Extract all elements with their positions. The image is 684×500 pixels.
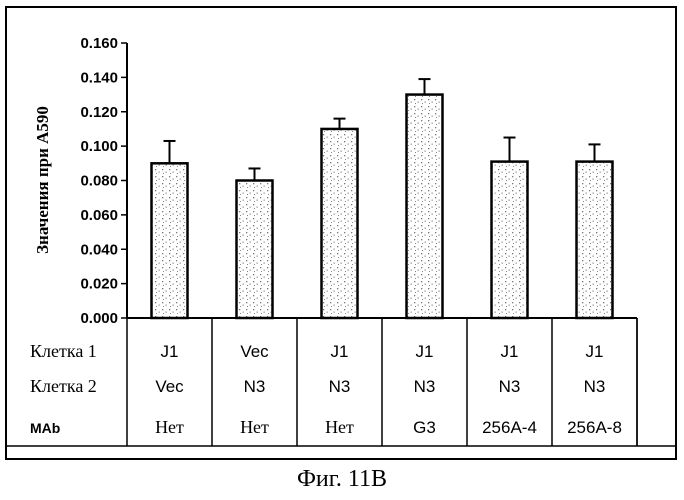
table-cell: Нет [325, 417, 354, 437]
table-cell: Vec [240, 342, 269, 361]
category-table: Клетка 1 J1 Vec J1 J1 J1 J1 Клетка 2 Vec N3 N3 N3 N3… [7, 317, 677, 447]
bar [150, 162, 189, 320]
table-cell: Нет [240, 417, 269, 437]
y-axis: 0.000 0.020 0.040 0.060 0.080 0.100 0.120 0.140… [80, 35, 128, 327]
y-axis-label: Значения при A590 [33, 106, 52, 254]
y-tick-label: 0.020 [80, 276, 118, 293]
y-tick-label: 0.040 [80, 241, 118, 258]
table-cell: J1 [331, 342, 349, 361]
bar [235, 179, 274, 320]
table-cell: J1 [501, 342, 519, 361]
bar [405, 93, 444, 320]
y-tick-label: 0.000 [80, 310, 118, 327]
table-cell: Vec [155, 377, 184, 396]
table-cell: 256A-8 [567, 418, 622, 437]
y-tick-label: 0.100 [80, 138, 118, 155]
table-cell: N3 [499, 377, 521, 396]
table-cell: J1 [416, 342, 434, 361]
bar [490, 160, 529, 320]
table-cell: J1 [586, 342, 604, 361]
table-cell: N3 [584, 377, 606, 396]
y-tick-label: 0.060 [80, 207, 118, 224]
table-cell: G3 [413, 418, 436, 437]
bar [320, 127, 359, 320]
table-cell: J1 [161, 342, 179, 361]
y-tick-label: 0.120 [80, 104, 118, 121]
figure-caption: Фиг. 11B [296, 466, 388, 492]
table-cell: N3 [329, 377, 351, 396]
table-row-label: MAb [30, 420, 60, 436]
table-row-label: Клетка 2 [30, 376, 97, 396]
table-row-label: Клетка 1 [30, 341, 97, 361]
table-cell: 256A-4 [482, 418, 537, 437]
table-cell: Нет [155, 417, 184, 437]
bars [150, 78, 614, 320]
y-tick-label: 0.160 [80, 35, 118, 52]
table-cell: N3 [244, 377, 266, 396]
table-cell: N3 [414, 377, 436, 396]
y-tick-label: 0.080 [80, 173, 118, 190]
bar-chart: Значения при A590 0.0000.0200.0400.0600.… [7, 35, 677, 447]
figure-frame [5, 6, 677, 460]
y-tick-label: 0.140 [80, 69, 118, 86]
bar [575, 160, 614, 320]
